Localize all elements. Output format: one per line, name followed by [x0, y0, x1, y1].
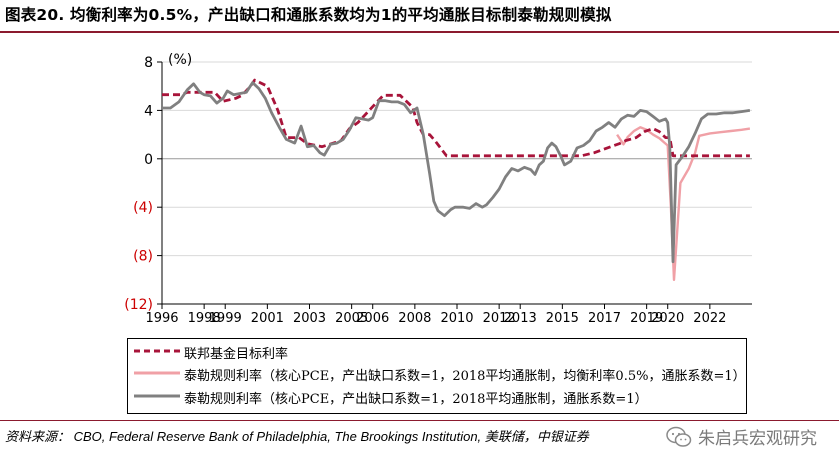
x-tick-label: 2012	[483, 311, 516, 326]
y-tick-label: 8	[144, 55, 153, 71]
x-tick-label: 2005	[335, 311, 368, 326]
x-tick-label: 2013	[504, 311, 537, 326]
wechat-icon	[666, 426, 692, 447]
title-rule	[0, 31, 839, 33]
chart-title: 图表20. 均衡利率为0.5%，产出缺口和通胀系数均为1的平均通胀目标制泰勒规则…	[5, 6, 612, 24]
series-avg-inflation-taylor	[616, 126, 751, 281]
legend-label-avg: 泰勒规则利率（核心PCE，产出缺口系数=1，2018平均通胀制，均衡利率0.5%…	[184, 369, 746, 384]
x-tick-label: 2003	[293, 311, 326, 326]
y-axis-label: (%)	[168, 52, 192, 68]
legend: 联邦基金目标利率 泰勒规则利率（核心PCE，产出缺口系数=1，2018平均通胀制…	[127, 338, 747, 414]
x-tick-label: 2017	[588, 311, 621, 326]
series-lines	[162, 78, 751, 281]
watermark: 朱启兵宏观研究	[666, 424, 817, 449]
x-tick-label: 2019	[630, 311, 663, 326]
x-tick-label: 1998	[188, 311, 221, 326]
x-tick-label: 2022	[693, 311, 726, 326]
x-tick-label: 1996	[145, 311, 178, 326]
series-taylor-rule	[162, 81, 751, 264]
x-tick-label: 2010	[440, 311, 473, 326]
legend-swatch-taylor	[134, 394, 180, 398]
legend-item-taylor: 泰勒规则利率（核心PCE，产出缺口系数=1，2018平均通胀制，通胀系数=1）	[128, 386, 746, 408]
y-tick-label: 0	[144, 152, 153, 168]
legend-swatch-fed	[134, 349, 180, 353]
series-fed-target-rate	[162, 78, 750, 158]
y-tick-label: (4)	[133, 200, 153, 216]
y-tick-label: (12)	[124, 297, 153, 313]
legend-label-fed: 联邦基金目标利率	[184, 347, 289, 362]
legend-swatch-avg	[134, 371, 180, 375]
y-tick-label: 4	[144, 103, 153, 119]
source-note: 资料来源： CBO, Federal Reserve Bank of Phila…	[5, 429, 589, 444]
legend-label-taylor: 泰勒规则利率（核心PCE，产出缺口系数=1，2018平均通胀制，通胀系数=1）	[184, 392, 648, 407]
x-tick-label: 2001	[251, 311, 284, 326]
legend-item-fed-rate: 联邦基金目标利率	[128, 341, 746, 363]
watermark-text: 朱启兵宏观研究	[698, 429, 817, 449]
y-tick-label: (8)	[133, 249, 153, 265]
x-tick-label: 2020	[651, 311, 684, 326]
x-tick-label: 2015	[546, 311, 579, 326]
x-tick-label: 1999	[209, 311, 242, 326]
legend-item-avg-taylor: 泰勒规则利率（核心PCE，产出缺口系数=1，2018平均通胀制，均衡利率0.5%…	[128, 363, 746, 385]
y-gridlines	[162, 61, 752, 257]
x-tick-label: 2006	[356, 311, 389, 326]
footer-rule	[0, 420, 839, 421]
x-tick-label: 2008	[398, 311, 431, 326]
